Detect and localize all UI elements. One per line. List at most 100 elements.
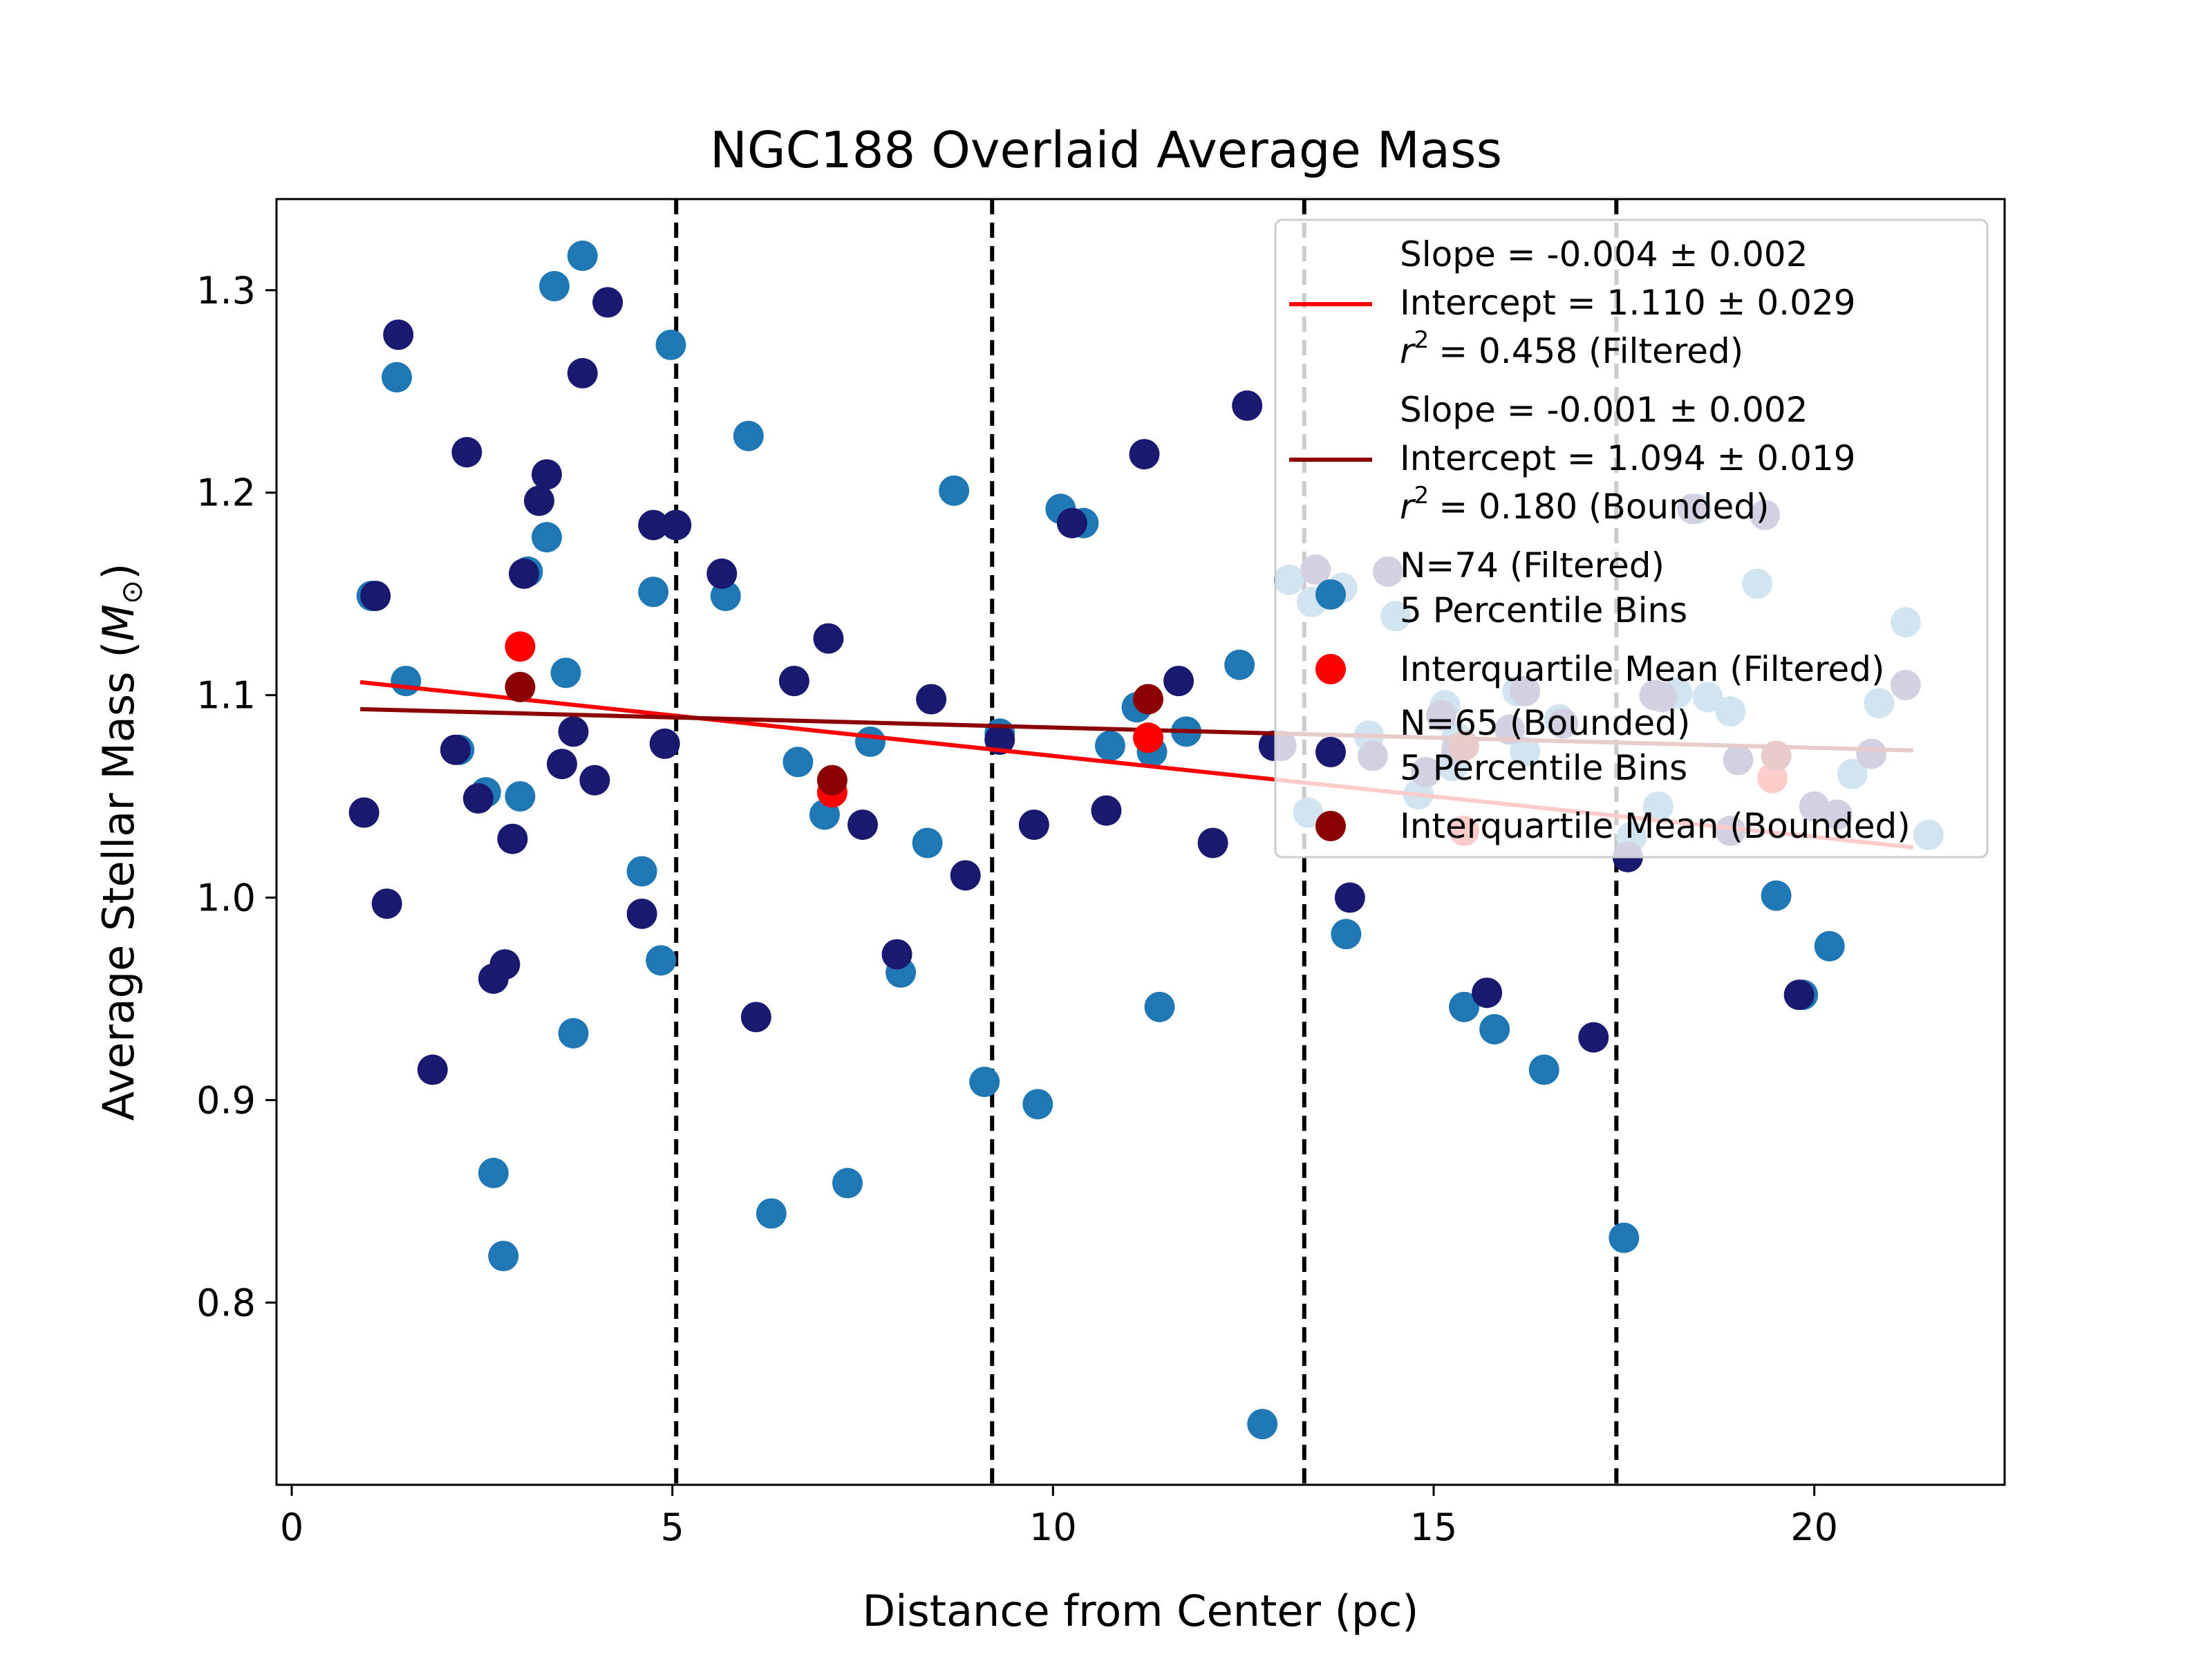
filtered-point-13	[567, 241, 598, 272]
filtered-mean-1	[505, 631, 536, 662]
filtered-mean-3	[1133, 722, 1164, 753]
filtered-point-11	[550, 657, 581, 688]
filtered-point-25	[832, 1168, 863, 1199]
legend-box	[1274, 218, 1989, 859]
legend-bounded-mean-swatch	[1315, 811, 1346, 841]
legend-filtered-r2-value: = 0.458 (Filtered)	[1438, 331, 1743, 371]
bounded-point-37	[1163, 666, 1194, 697]
bounded-point-17	[567, 357, 598, 388]
legend-filtered-points-label: N=74 (Filtered)	[1400, 545, 1665, 585]
legend-filtered-points-swatch	[1315, 579, 1346, 610]
bounded-mean-3	[1133, 684, 1164, 715]
axes: 0 5 10 15 20 0.8 0.9 1.0 1.1 1.2 1.3	[196, 269, 1838, 1549]
bounded-point-22	[649, 728, 680, 759]
y-axis-label-sub: ⊙	[115, 580, 149, 604]
x-tick-label-20: 20	[1790, 1506, 1838, 1549]
filtered-point-17	[646, 945, 677, 976]
filtered-point-74	[505, 781, 536, 812]
bounded-point-33	[1018, 809, 1049, 841]
y-tick-label-1.1: 1.1	[196, 674, 256, 718]
filtered-point-28	[912, 827, 943, 859]
bounded-point-7	[451, 437, 482, 468]
legend-bounded-r2-value: = 0.180 (Bounded)	[1438, 487, 1769, 527]
y-tick-label-0.9: 0.9	[196, 1078, 256, 1122]
axes-frame	[275, 198, 2006, 1486]
filtered-point-55	[1609, 1222, 1640, 1253]
x-tick-label-10: 10	[1029, 1506, 1077, 1549]
filtered-point-12	[558, 1018, 589, 1049]
filtered-point-37	[1144, 991, 1175, 1022]
legend-filtered-r-exp: 2	[1414, 326, 1430, 354]
bounded-point-46	[1472, 977, 1503, 1009]
legend-filtered-intercept: Intercept = 1.110 ± 0.029	[1400, 283, 1856, 323]
bounded-point-39	[1232, 390, 1263, 421]
filtered-point-10	[538, 270, 570, 301]
bounded-point-18	[579, 765, 610, 796]
bounded-point-5	[417, 1054, 448, 1085]
bounded-point-34	[1056, 507, 1087, 538]
filtered-point-26	[855, 727, 886, 758]
legend-bounded-points-label: N=65 (Bounded)	[1400, 703, 1690, 743]
legend-bounded-mean-label: Interquartile Mean (Bounded)	[1400, 806, 1911, 846]
bounded-point-6	[440, 734, 471, 765]
filtered-point-15	[626, 856, 657, 887]
legend-bounded-points-swatch	[1315, 737, 1346, 767]
bounded-point-11	[497, 823, 528, 854]
filtered-point-51	[1479, 1013, 1510, 1044]
bounded-point-27	[813, 623, 844, 654]
bounded-point-36	[1129, 439, 1160, 470]
filtered-point-32	[1022, 1089, 1053, 1120]
y-tick-label-1.2: 1.2	[196, 471, 256, 515]
legend-bounded-bins-label: 5 Percentile Bins	[1400, 748, 1687, 788]
bounded-point-25	[740, 1002, 771, 1033]
bounded-point-42	[1334, 882, 1365, 913]
x-tick-label-5: 5	[661, 1506, 684, 1549]
legend-filtered-mean-swatch	[1315, 654, 1346, 684]
bounded-point-10	[489, 949, 521, 980]
filtered-point-39	[1224, 649, 1255, 680]
filtered-point-62	[1761, 880, 1792, 911]
filtered-point-9	[531, 522, 562, 553]
filtered-point-2	[382, 362, 413, 393]
bounded-point-38	[1197, 827, 1228, 859]
bounded-point-4	[383, 319, 414, 350]
filtered-point-50	[1449, 991, 1480, 1022]
legend-bounded-slope: Slope = -0.001 ± 0.002	[1400, 390, 1808, 430]
filtered-point-53	[1528, 1054, 1559, 1085]
filtered-point-40	[1247, 1409, 1278, 1440]
filtered-point-30	[969, 1067, 1000, 1098]
bounded-point-1	[348, 797, 379, 828]
bounded-point-2	[360, 581, 391, 612]
filtered-point-16	[638, 577, 669, 608]
legend-bounded-r-symbol: r	[1400, 487, 1416, 527]
legend-filtered-slope: Slope = -0.004 ± 0.002	[1400, 234, 1808, 274]
y-axis-label-main: Average Stellar Mass (	[93, 641, 144, 1121]
legend-filtered-mean-label: Interquartile Mean (Filtered)	[1400, 649, 1885, 689]
legend-bounded-r-exp: 2	[1414, 482, 1430, 509]
legend: Slope = -0.004 ± 0.002 Intercept = 1.110…	[1274, 218, 1989, 859]
bounded-point-3	[371, 888, 402, 919]
bounded-point-29	[881, 939, 912, 970]
filtered-point-7	[488, 1241, 519, 1272]
legend-bounded-r2: r2 = 0.180 (Bounded)	[1400, 482, 1770, 527]
bounded-point-14	[531, 459, 562, 490]
bounded-point-15	[546, 749, 577, 780]
legend-filtered-r-symbol: r	[1400, 331, 1416, 371]
x-tick-label-0: 0	[280, 1506, 303, 1549]
bounded-point-26	[778, 666, 809, 697]
bounded-point-30	[916, 684, 947, 715]
filtered-point-22	[756, 1198, 787, 1229]
bounded-mean-1	[505, 671, 536, 702]
bounded-point-21	[638, 509, 669, 541]
bounded-point-31	[950, 860, 981, 891]
bounded-point-24	[706, 558, 738, 589]
filtered-point-18	[655, 329, 686, 360]
legend-bounded-intercept: Intercept = 1.094 ± 0.019	[1400, 438, 1856, 478]
bounded-point-55	[1783, 980, 1815, 1011]
y-tick-label-1.3: 1.3	[196, 269, 256, 312]
bounded-point-13	[523, 485, 554, 516]
bounded-point-16	[558, 716, 589, 747]
filtered-point-21	[733, 420, 764, 451]
filtered-point-64	[1814, 930, 1845, 962]
